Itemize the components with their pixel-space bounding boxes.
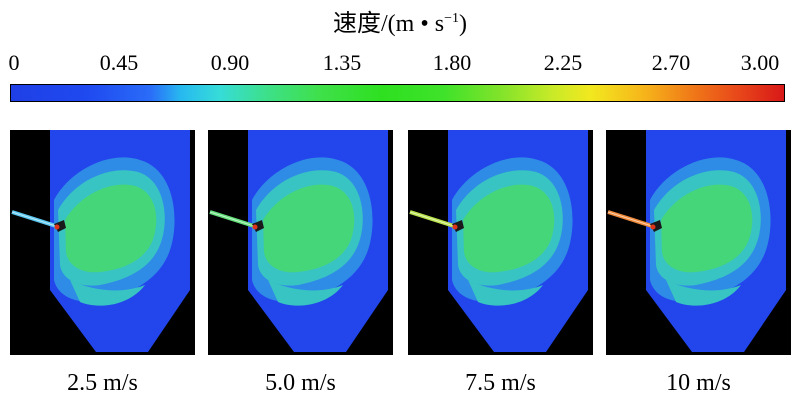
velocity-contour-core bbox=[263, 184, 355, 273]
velocity-contour-core bbox=[463, 184, 555, 273]
colorbar-tick: 0.45 bbox=[99, 50, 139, 75]
colorbar-title-exponent: −1 bbox=[444, 11, 459, 26]
velocity-contour-panel-3 bbox=[408, 130, 593, 355]
velocity-contour-core bbox=[65, 184, 157, 273]
panel-caption: 2.5 m/s bbox=[67, 370, 138, 396]
velocity-colorbar bbox=[10, 84, 785, 102]
velocity-contour-panel-2 bbox=[208, 130, 393, 355]
velocity-contour-lower bbox=[70, 280, 145, 306]
colorbar-tick: 2.25 bbox=[543, 50, 583, 75]
injection-nozzle-highlight bbox=[409, 211, 455, 227]
colorbar-tick: 1.80 bbox=[432, 50, 472, 75]
colorbar-tick: 3.00 bbox=[740, 50, 780, 75]
panel-caption: 5.0 m/s bbox=[265, 370, 336, 396]
velocity-contour-core bbox=[661, 184, 753, 273]
jet-hot-spot bbox=[650, 224, 656, 230]
colorbar-tick: 2.70 bbox=[651, 50, 691, 75]
colorbar-tick: 0.90 bbox=[210, 50, 250, 75]
colorbar-tick: 1.35 bbox=[322, 50, 362, 75]
colorbar-title: 速度/(m • s−1) bbox=[0, 4, 800, 39]
velocity-contour-lower bbox=[468, 280, 543, 306]
velocity-contour-panel-1 bbox=[10, 130, 195, 355]
jet-hot-spot bbox=[452, 224, 458, 230]
velocity-contour-lower bbox=[666, 280, 741, 306]
jet-hot-spot bbox=[252, 224, 258, 230]
jet-hot-spot bbox=[54, 224, 60, 230]
velocity-contour-panel-4 bbox=[606, 130, 791, 355]
velocity-contour-lower bbox=[268, 280, 343, 306]
injection-nozzle-highlight bbox=[209, 211, 255, 227]
colorbar-tick: 0 bbox=[8, 50, 20, 75]
colorbar-title-main: 速度/(m • s bbox=[333, 11, 445, 37]
colorbar-title-close: ) bbox=[458, 11, 467, 37]
injection-nozzle-highlight bbox=[607, 211, 653, 227]
injection-nozzle-highlight bbox=[11, 211, 57, 227]
panel-caption: 10 m/s bbox=[666, 370, 731, 396]
panel-caption: 7.5 m/s bbox=[465, 370, 536, 396]
